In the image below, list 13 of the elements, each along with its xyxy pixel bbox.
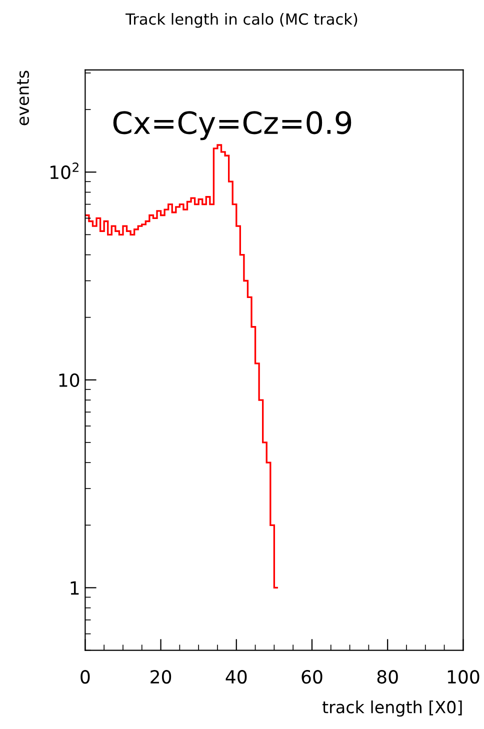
x-tick-label: 60 [302, 670, 322, 684]
annotation: Cx=Cy=Cz=0.9 [113, 111, 352, 140]
x-tick-label: 20 [150, 670, 172, 684]
x-tick-label: 0 [80, 670, 90, 684]
y-tick-label: 10 [59, 373, 80, 388]
chart-title: Track length in calo (MC track) [126, 13, 358, 28]
y-tick-label: 10$^{2}$ [50, 162, 78, 180]
x-tick-label: 100 [448, 670, 480, 684]
x-axis-title: track length [X0] [322, 700, 462, 717]
x-tick-label: 40 [226, 670, 247, 684]
y-axis-title: events [17, 70, 30, 126]
y-tick-label: 1 [70, 581, 79, 595]
x-tick-label: 80 [377, 670, 398, 684]
